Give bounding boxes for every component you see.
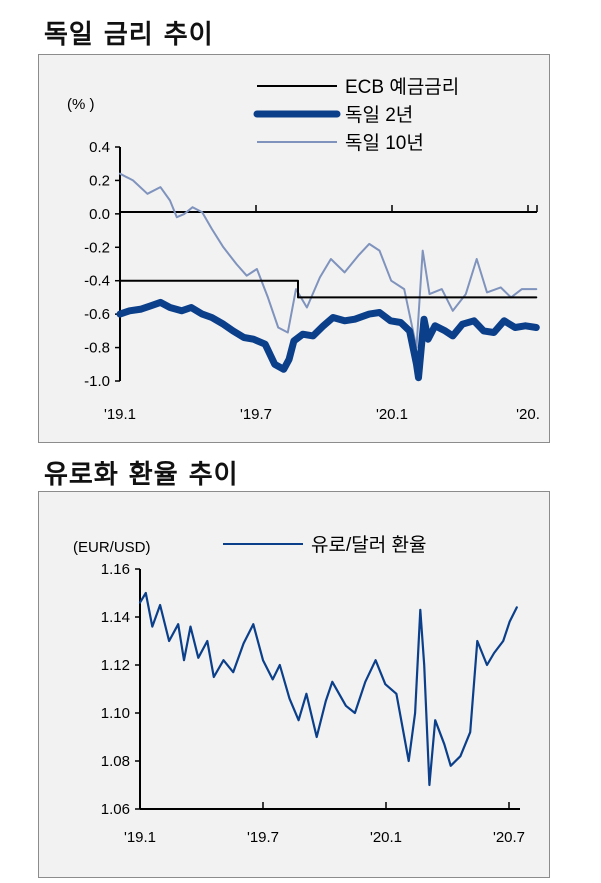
x-tick-label: '19.7	[240, 406, 272, 423]
eurusd-chart: (EUR/USD) 1.16 1.14 1.12 1.10 1.08 1.06 '19.1 '1…	[73, 534, 525, 846]
y-axis-unit-label: (EUR/USD)	[73, 539, 151, 556]
y-tick-label: 1.06	[101, 801, 130, 818]
bund-chart-title: 독일 금리 추이	[44, 20, 214, 50]
y-tick-label: 1.16	[101, 561, 130, 578]
bund-chart-panel: (% ) 0.4 0.2 0.0 -0.2 -0.4 -0.6 -0.8 -1.0 '19.1 '1…	[38, 54, 550, 443]
y-tick-label: -0.2	[84, 239, 110, 256]
fx-chart-panel: (EUR/USD) 1.16 1.14 1.12 1.10 1.08 1.06 '19.1 '1…	[38, 491, 550, 878]
x-tick-label: '19.1	[124, 829, 156, 846]
x-tick-label: '20.1	[370, 829, 402, 846]
series-line-ecb	[119, 279, 538, 299]
y-tick-label: 1.14	[101, 609, 130, 626]
x-tick-label: '20.7	[493, 829, 525, 846]
y-tick-label: 1.10	[101, 705, 130, 722]
x-tick-label: '19.7	[247, 829, 279, 846]
y-tick-label: -0.6	[84, 306, 110, 323]
x-tick-label: '20.1	[376, 406, 408, 423]
legend-label: ECB 예금금리	[345, 76, 459, 98]
y-axis-unit-label: (% )	[67, 96, 95, 113]
bund-yield-chart: (% ) 0.4 0.2 0.0 -0.2 -0.4 -0.6 -0.8 -1.0 '19.1 '1…	[67, 76, 540, 423]
y-tick-label: 1.12	[101, 657, 130, 674]
series-line-2	[116, 298, 540, 382]
y-tick-label: -0.4	[84, 273, 110, 290]
y-tick-label: 0.0	[89, 206, 110, 223]
legend-label: 유로/달러 환율	[311, 534, 426, 556]
x-tick-label: '19.1	[104, 406, 136, 423]
legend-label: 독일 2년	[345, 104, 413, 126]
legend-label: 독일 10년	[345, 132, 424, 154]
y-tick-label: 0.4	[89, 139, 110, 156]
series-line-series-2-1	[138, 591, 518, 787]
y-tick-label: -0.8	[84, 340, 110, 357]
series-line-10	[119, 172, 538, 349]
x-tick-label: '20.	[516, 406, 540, 423]
y-tick-label: -1.0	[84, 373, 110, 390]
y-tick-label: 0.2	[89, 172, 110, 189]
y-tick-label: 1.08	[101, 753, 130, 770]
fx-chart-title: 유로화 환율 추이	[44, 460, 239, 490]
